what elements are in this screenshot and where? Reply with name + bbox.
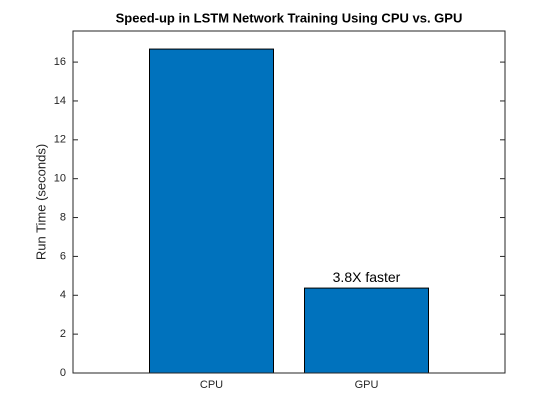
x-tick-label: GPU	[355, 379, 379, 391]
y-tick-label: 6	[60, 250, 66, 262]
y-tick-label: 12	[54, 134, 66, 146]
y-tick-label: 4	[60, 289, 66, 301]
y-tick-label: 10	[54, 173, 66, 185]
y-tick-label: 8	[60, 211, 66, 223]
y-axis-label: Run Time (seconds)	[33, 144, 48, 260]
bar	[304, 287, 429, 374]
x-tick-label: CPU	[200, 379, 223, 391]
chart-title: Speed-up in LSTM Network Training Using …	[116, 10, 463, 25]
annotation: 3.8X faster	[333, 269, 401, 285]
bar	[149, 48, 274, 374]
y-tick-label: 14	[54, 95, 66, 107]
axes-box	[72, 30, 506, 374]
y-tick-label: 0	[60, 367, 66, 379]
y-tick-label: 16	[54, 56, 66, 68]
y-tick-label: 2	[60, 328, 66, 340]
